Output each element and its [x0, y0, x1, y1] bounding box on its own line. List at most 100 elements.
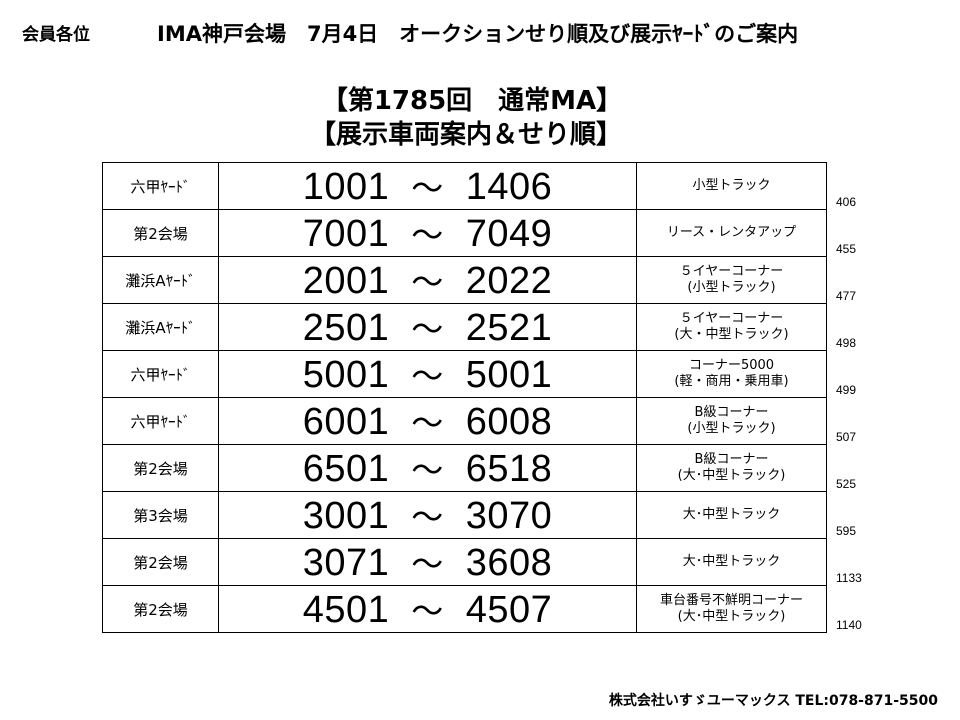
row-lot-range: 2001 ～ 2022 [218, 256, 637, 304]
lot-end-number: 3608 [465, 542, 553, 584]
range-separator: ～ [411, 545, 444, 583]
lot-end-number: 4507 [465, 589, 553, 631]
table-row: 第2会場 4501 ～ 4507 車台番号不鮮明コーナー (大･中型トラック) [102, 585, 827, 633]
row-category: リース・レンタアップ [636, 209, 827, 257]
recipients-label: 会員各位 [22, 25, 90, 45]
table-row: 第2会場 3071 ～ 3608 大･中型トラック [102, 538, 827, 586]
category-line: (軽・商用・乗用車) [674, 374, 789, 389]
lot-start-number: 3071 [302, 542, 390, 584]
row-category: 大･中型トラック [636, 491, 827, 539]
row-lot-range: 6501 ～ 6518 [218, 444, 637, 492]
range-separator: ～ [411, 451, 444, 489]
company-phone: TEL:078-871-5500 [795, 693, 938, 709]
row-category: B級コーナー (大･中型トラック) [636, 444, 827, 492]
row-location: 第2会場 [102, 444, 219, 492]
range-separator: ～ [411, 263, 444, 301]
category-line: 大･中型トラック [682, 507, 781, 522]
cumulative-count: 498 [836, 336, 857, 350]
session-subtitle: 【第1785回 通常MA】 [321, 86, 623, 116]
range-separator: ～ [411, 310, 444, 348]
category-line: 大･中型トラック [682, 554, 781, 569]
table-row: 六甲ﾔｰﾄﾞ 5001 ～ 5001 コーナー5000 (軽・商用・乗用車) [102, 350, 827, 398]
range-separator: ～ [411, 592, 444, 630]
lot-end-number: 1406 [465, 166, 553, 208]
row-location: 六甲ﾔｰﾄﾞ [102, 162, 219, 210]
lot-end-number: 6008 [465, 401, 553, 443]
lot-start-number: 3001 [302, 495, 390, 537]
lot-start-number: 6501 [302, 448, 390, 490]
lot-start-number: 2501 [302, 307, 390, 349]
row-location: 六甲ﾔｰﾄﾞ [102, 397, 219, 445]
lot-end-number: 5001 [465, 354, 553, 396]
table-row: 第2会場 7001 ～ 7049 リース・レンタアップ [102, 209, 827, 257]
category-line: リース・レンタアップ [666, 225, 797, 240]
row-lot-range: 1001 ～ 1406 [218, 162, 637, 210]
category-line: ５イヤーコーナー [679, 264, 784, 279]
row-location: 第2会場 [102, 585, 219, 633]
category-line: 小型トラック [692, 178, 771, 193]
range-separator: ～ [411, 404, 444, 442]
row-category: ５イヤーコーナー (小型トラック) [636, 256, 827, 304]
table-row: 灘浜Aﾔｰﾄﾞ 2001 ～ 2022 ５イヤーコーナー (小型トラック) [102, 256, 827, 304]
lot-end-number: 6518 [465, 448, 553, 490]
lot-start-number: 6001 [302, 401, 390, 443]
lot-start-number: 2001 [302, 260, 390, 302]
footer-contact: 株式会社いすゞユーマックス TEL:078-871-5500 [609, 690, 938, 710]
lot-end-number: 2022 [465, 260, 553, 302]
table-row: 第3会場 3001 ～ 3070 大･中型トラック [102, 491, 827, 539]
lot-end-number: 3070 [465, 495, 553, 537]
category-line: ５イヤーコーナー [679, 311, 784, 326]
lot-end-number: 7049 [465, 213, 553, 255]
cumulative-count: 406 [836, 195, 857, 209]
row-lot-range: 4501 ～ 4507 [218, 585, 637, 633]
range-separator: ～ [411, 216, 444, 254]
row-category: コーナー5000 (軽・商用・乗用車) [636, 350, 827, 398]
row-category: 大･中型トラック [636, 538, 827, 586]
row-category: B級コーナー (小型トラック) [636, 397, 827, 445]
row-lot-range: 2501 ～ 2521 [218, 303, 637, 351]
row-lot-range: 3071 ～ 3608 [218, 538, 637, 586]
category-line: (小型トラック) [687, 280, 776, 295]
lot-end-number: 2521 [465, 307, 553, 349]
cumulative-count: 455 [836, 242, 857, 256]
category-line: B級コーナー [694, 452, 769, 467]
row-location: 第2会場 [102, 209, 219, 257]
row-category: 車台番号不鮮明コーナー (大･中型トラック) [636, 585, 827, 633]
category-line: B級コーナー [694, 405, 769, 420]
row-lot-range: 6001 ～ 6008 [218, 397, 637, 445]
row-location: 第2会場 [102, 538, 219, 586]
cumulative-count: 507 [836, 430, 857, 444]
category-line: 車台番号不鮮明コーナー [659, 593, 803, 608]
row-category: 小型トラック [636, 162, 827, 210]
cumulative-count: 525 [836, 477, 857, 491]
cumulative-count: 1140 [836, 618, 862, 632]
category-line: コーナー5000 [688, 358, 775, 373]
table-row: 第2会場 6501 ～ 6518 B級コーナー (大･中型トラック) [102, 444, 827, 492]
row-lot-range: 7001 ～ 7049 [218, 209, 637, 257]
row-location: 灘浜Aﾔｰﾄﾞ [102, 303, 219, 351]
row-lot-range: 5001 ～ 5001 [218, 350, 637, 398]
auction-schedule-table: 六甲ﾔｰﾄﾞ 1001 ～ 1406 小型トラック第2会場 7001 ～ 7049 リース・レン… [102, 162, 827, 633]
row-location: 灘浜Aﾔｰﾄﾞ [102, 256, 219, 304]
cumulative-count: 1133 [836, 571, 862, 585]
table-row: 六甲ﾔｰﾄﾞ 1001 ～ 1406 小型トラック [102, 162, 827, 210]
cumulative-count: 499 [836, 383, 857, 397]
lot-start-number: 4501 [302, 589, 390, 631]
lot-start-number: 1001 [302, 166, 390, 208]
lot-start-number: 5001 [302, 354, 390, 396]
cumulative-count: 595 [836, 524, 857, 538]
range-separator: ～ [411, 169, 444, 207]
row-location: 第3会場 [102, 491, 219, 539]
table-row: 灘浜Aﾔｰﾄﾞ 2501 ～ 2521 ５イヤーコーナー (大・中型トラック) [102, 303, 827, 351]
lot-start-number: 7001 [302, 213, 390, 255]
row-location: 六甲ﾔｰﾄﾞ [102, 350, 219, 398]
page-title: IMA神戸会場 7月4日 オークションせり順及び展示ﾔｰﾄﾞのご案内 [157, 22, 799, 46]
company-name: 株式会社いすゞユーマックス [608, 693, 791, 709]
category-line: (大･中型トラック) [677, 468, 786, 483]
category-line: (大･中型トラック) [677, 609, 786, 624]
cumulative-count: 477 [836, 289, 857, 303]
table-row: 六甲ﾔｰﾄﾞ 6001 ～ 6008 B級コーナー (小型トラック) [102, 397, 827, 445]
row-category: ５イヤーコーナー (大・中型トラック) [636, 303, 827, 351]
category-line: (小型トラック) [687, 421, 776, 436]
category-line: (大・中型トラック) [674, 327, 789, 342]
